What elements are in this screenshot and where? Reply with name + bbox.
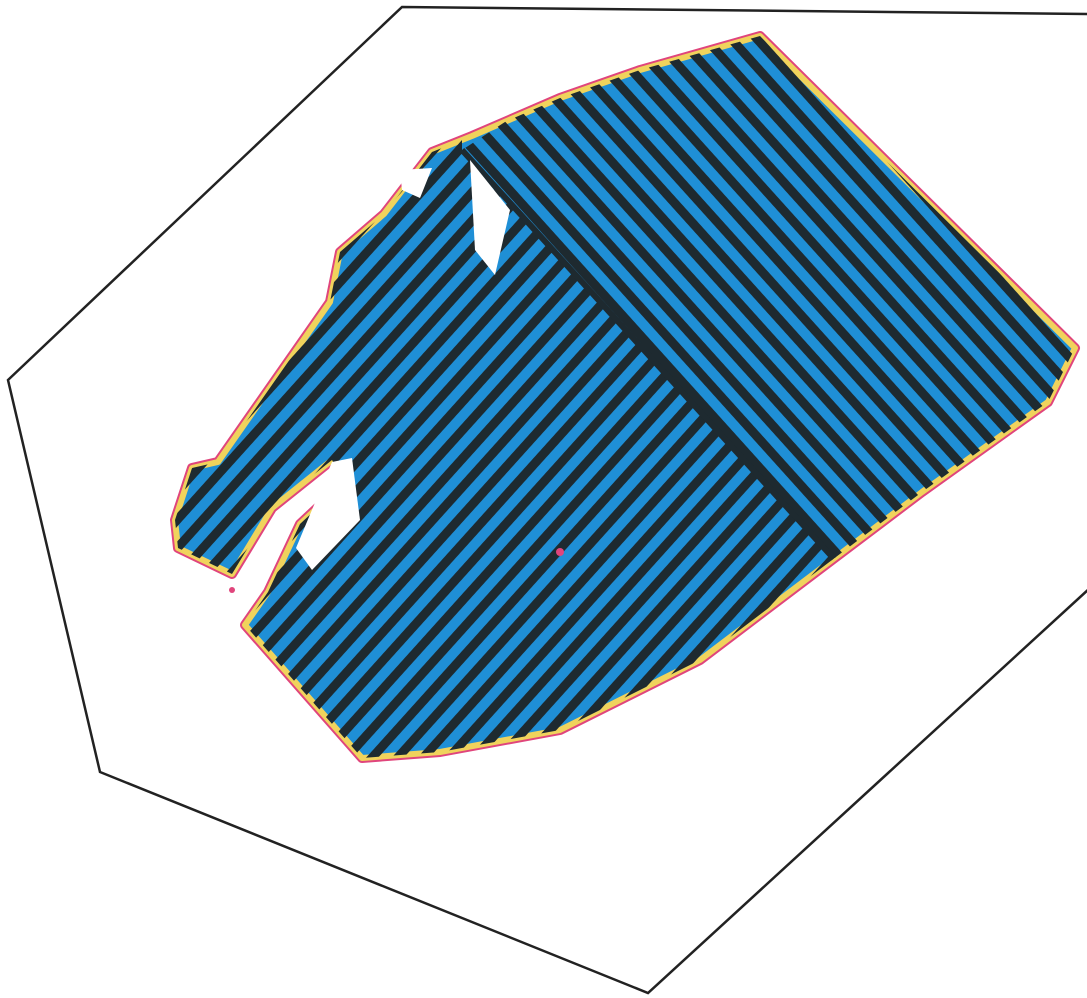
coverage-map bbox=[0, 0, 1087, 998]
page: html, body { margin: 0; padding: 0; back… bbox=[0, 0, 1087, 998]
marker bbox=[229, 587, 235, 593]
page-body: {} bbox=[0, 0, 1087, 998]
field bbox=[0, 0, 1087, 998]
pass-lines bbox=[0, 0, 1087, 998]
marker bbox=[556, 548, 564, 556]
